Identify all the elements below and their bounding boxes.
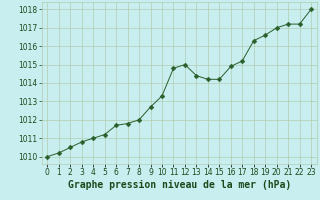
X-axis label: Graphe pression niveau de la mer (hPa): Graphe pression niveau de la mer (hPa) (68, 180, 291, 190)
